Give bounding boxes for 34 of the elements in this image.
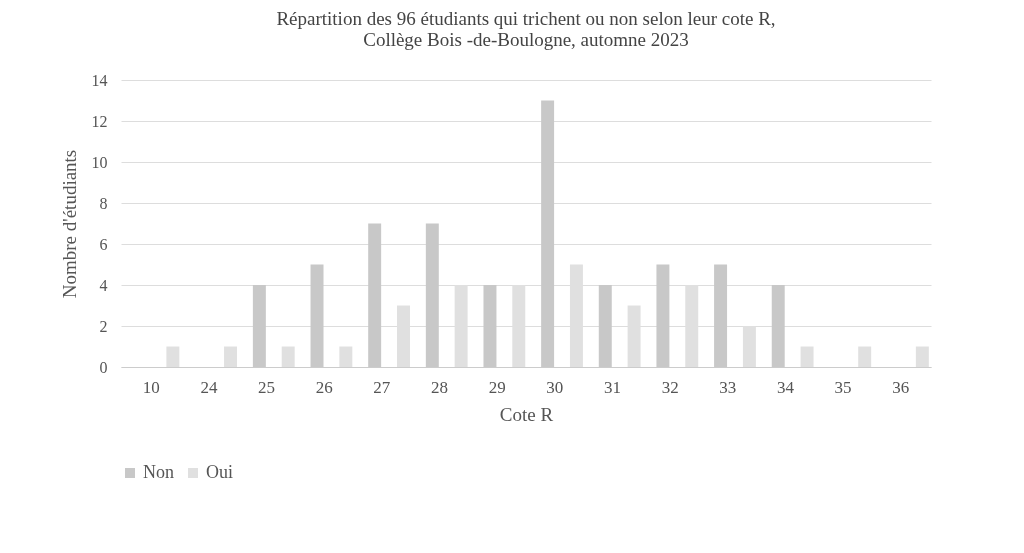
bar (858, 346, 872, 367)
x-tick-label: 35 (834, 377, 852, 397)
y-tick-label: 10 (91, 153, 108, 171)
bar (915, 346, 929, 367)
x-tick-label: 10 (142, 377, 160, 397)
bar (281, 346, 295, 367)
bar (166, 346, 180, 367)
y-tick-label: 2 (99, 317, 108, 335)
bar (800, 346, 814, 367)
legend-label: Non (143, 462, 174, 482)
x-tick-label: 30 (546, 377, 564, 397)
x-tick-label: 32 (661, 377, 679, 397)
x-tick-label: 29 (488, 377, 506, 397)
y-tick-label: 0 (99, 358, 108, 376)
y-axis-title: Nombre d'étudiants (58, 149, 80, 299)
x-tick-label: 27 (373, 377, 391, 397)
bar (339, 346, 353, 367)
y-tick-label: 4 (99, 276, 108, 294)
x-tick-label: 33 (719, 377, 737, 397)
x-axis-title: Cote R (499, 403, 554, 425)
x-tick-label: 34 (776, 377, 795, 397)
legend-label: Oui (206, 462, 233, 482)
x-tick-label: 31 (603, 377, 621, 397)
bar (224, 346, 238, 367)
y-tick-label: 12 (91, 112, 108, 130)
chart-title: Répartition des 96 étudiants qui trichent ou non selon leur cote R, Collège Bois -de-Boulogne, automne 2023 (276, 8, 776, 50)
y-tick-label: 14 (91, 71, 108, 89)
x-tick-label: 26 (315, 377, 333, 397)
y-tick-label: 8 (99, 194, 108, 212)
x-tick-label: 28 (431, 377, 449, 397)
y-tick-label: 6 (99, 235, 108, 253)
x-tick-label: 24 (200, 377, 218, 397)
x-tick-label: 36 (892, 377, 910, 397)
x-tick-label: 25 (258, 377, 276, 397)
